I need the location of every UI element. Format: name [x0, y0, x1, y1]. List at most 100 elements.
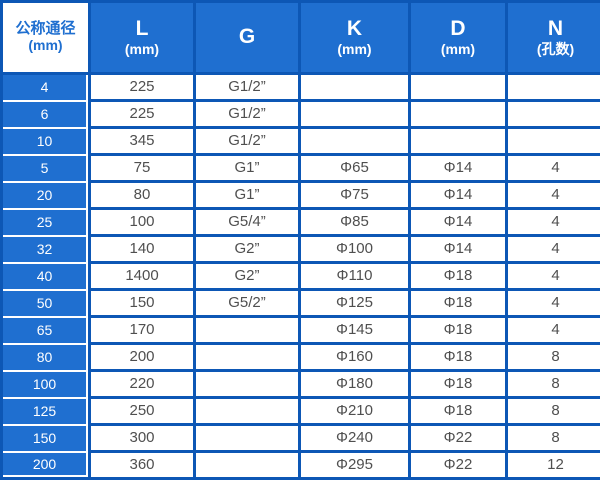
data-cell: 4	[505, 236, 600, 264]
data-cell: G5/4”	[193, 209, 298, 237]
data-cell	[298, 75, 408, 102]
data-cell: Φ240	[298, 425, 408, 453]
data-cell: Φ210	[298, 398, 408, 426]
data-cell: Φ160	[298, 344, 408, 372]
data-cell: G1”	[193, 155, 298, 183]
data-cell	[505, 75, 600, 102]
table-row: 150 300 Φ240 Φ22 8	[3, 425, 600, 453]
row-header-cell: 50	[3, 290, 88, 318]
data-cell: 360	[88, 452, 193, 477]
column-header-unit: (mm)	[337, 40, 372, 57]
column-header-unit: (孔数)	[536, 40, 575, 57]
data-cell: Φ14	[408, 236, 505, 264]
data-cell: Φ100	[298, 236, 408, 264]
column-header-nominal-diameter: 公称通径 (mm)	[3, 3, 88, 75]
table-body: 4 225 G1/2” 6 225 G1/2” 10 345 G1/2” 5 75 G1” Φ65 Φ14…	[3, 75, 600, 477]
data-cell	[408, 75, 505, 102]
column-header-label: G	[238, 25, 256, 49]
data-cell: 4	[505, 317, 600, 345]
data-cell: Φ18	[408, 344, 505, 372]
data-cell	[298, 101, 408, 129]
table-row: 65 170 Φ145 Φ18 4	[3, 317, 600, 345]
table-row: 200 360 Φ295 Φ22 12	[3, 452, 600, 477]
data-cell	[193, 452, 298, 477]
row-header-cell: 65	[3, 317, 88, 345]
data-cell: 225	[88, 101, 193, 129]
column-header-label: 公称通径	[15, 20, 76, 38]
data-cell: 220	[88, 371, 193, 399]
data-cell: Φ18	[408, 371, 505, 399]
data-cell: 4	[505, 182, 600, 210]
data-cell	[193, 344, 298, 372]
data-cell: G2”	[193, 263, 298, 291]
data-cell	[505, 101, 600, 129]
row-header-cell: 80	[3, 344, 88, 372]
data-cell: G1/2”	[193, 75, 298, 102]
data-cell: G5/2”	[193, 290, 298, 318]
data-cell	[298, 128, 408, 156]
table-row: 25 100 G5/4” Φ85 Φ14 4	[3, 209, 600, 237]
data-cell: 300	[88, 425, 193, 453]
column-header-label: D	[450, 16, 466, 40]
table-row: 80 200 Φ160 Φ18 8	[3, 344, 600, 372]
row-header-cell: 100	[3, 371, 88, 399]
data-cell: G1”	[193, 182, 298, 210]
data-cell	[408, 128, 505, 156]
table-row: 5 75 G1” Φ65 Φ14 4	[3, 155, 600, 183]
data-cell: Φ22	[408, 452, 505, 477]
row-header-cell: 40	[3, 263, 88, 291]
table-row: 32 140 G2” Φ100 Φ14 4	[3, 236, 600, 264]
data-cell: G2”	[193, 236, 298, 264]
column-header-label: L	[135, 16, 149, 40]
row-header-cell: 25	[3, 209, 88, 237]
data-cell: 12	[505, 452, 600, 477]
column-header-l: L (mm)	[88, 3, 193, 75]
data-cell	[505, 128, 600, 156]
table-header: 公称通径 (mm) L (mm) G K (mm) D (mm) N (孔数)	[3, 3, 600, 75]
data-cell: 4	[505, 263, 600, 291]
data-cell: Φ14	[408, 209, 505, 237]
data-cell: 200	[88, 344, 193, 372]
data-cell: Φ18	[408, 317, 505, 345]
column-header-unit: (mm)	[440, 40, 476, 57]
data-cell: Φ110	[298, 263, 408, 291]
header-row: 公称通径 (mm) L (mm) G K (mm) D (mm) N (孔数)	[3, 3, 600, 75]
data-cell	[193, 398, 298, 426]
data-cell: Φ75	[298, 182, 408, 210]
data-cell: 225	[88, 75, 193, 102]
data-cell: 1400	[88, 263, 193, 291]
data-cell	[193, 371, 298, 399]
data-cell: 75	[88, 155, 193, 183]
table-row: 40 1400 G2” Φ110 Φ18 4	[3, 263, 600, 291]
column-header-unit: (mm)	[124, 40, 160, 57]
data-cell: 4	[505, 155, 600, 183]
data-cell: 8	[505, 398, 600, 426]
data-cell: Φ14	[408, 155, 505, 183]
row-header-cell: 125	[3, 398, 88, 426]
row-header-cell: 5	[3, 155, 88, 183]
data-cell	[193, 317, 298, 345]
data-cell: Φ145	[298, 317, 408, 345]
data-cell	[193, 425, 298, 453]
data-cell: 150	[88, 290, 193, 318]
table-row: 125 250 Φ210 Φ18 8	[3, 398, 600, 426]
data-cell: 8	[505, 344, 600, 372]
data-cell: 4	[505, 290, 600, 318]
data-cell: Φ65	[298, 155, 408, 183]
data-cell: 8	[505, 371, 600, 399]
data-cell: 170	[88, 317, 193, 345]
column-header-label: K	[346, 16, 363, 40]
row-header-cell: 150	[3, 425, 88, 453]
column-header-label: N	[547, 16, 564, 40]
data-cell: 345	[88, 128, 193, 156]
data-cell: Φ22	[408, 425, 505, 453]
row-header-cell: 10	[3, 128, 88, 156]
data-cell: 8	[505, 425, 600, 453]
row-header-cell: 6	[3, 101, 88, 129]
table-row: 6 225 G1/2”	[3, 101, 600, 129]
data-cell: G1/2”	[193, 128, 298, 156]
data-cell: Φ125	[298, 290, 408, 318]
row-header-cell: 4	[3, 75, 88, 102]
table-row: 20 80 G1” Φ75 Φ14 4	[3, 182, 600, 210]
